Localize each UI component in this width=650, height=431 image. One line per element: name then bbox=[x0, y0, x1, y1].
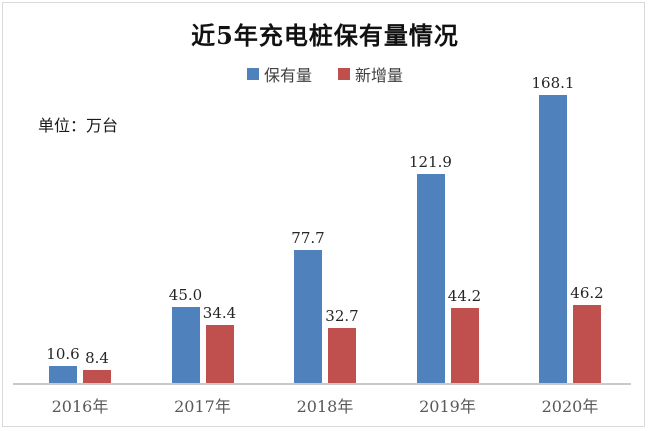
stock-series-swatch-icon bbox=[246, 68, 259, 80]
bar-stock-2018年 bbox=[294, 250, 322, 384]
bar-value-label: 32.7 bbox=[325, 307, 359, 325]
bar-new-2018年 bbox=[328, 328, 356, 384]
bar-value-label: 77.7 bbox=[291, 229, 325, 247]
new-additions-series-swatch-icon bbox=[338, 68, 350, 80]
bar-value-label: 168.1 bbox=[531, 74, 575, 92]
bar-value-label: 46.2 bbox=[570, 284, 604, 302]
bar-stock-2019年 bbox=[416, 174, 445, 384]
bar-value-label: 34.4 bbox=[202, 304, 237, 322]
category-label: 2016年 bbox=[51, 397, 109, 416]
bar-value-label: 8.4 bbox=[85, 349, 109, 367]
bar-new-2019年 bbox=[450, 308, 479, 384]
bar-stock-2017年 bbox=[171, 307, 200, 384]
bar-new-2020年 bbox=[573, 305, 601, 384]
x-axis-line bbox=[13, 383, 631, 385]
bar-stock-2020年 bbox=[539, 95, 567, 384]
unit-label: 单位：万台 bbox=[38, 116, 119, 135]
bar-stock-2016年 bbox=[49, 366, 77, 384]
category-label: 2019年 bbox=[419, 397, 476, 416]
category-label: 2017年 bbox=[174, 397, 231, 416]
bar-value-label: 10.6 bbox=[46, 345, 80, 363]
category-label: 2018年 bbox=[296, 397, 354, 416]
bar-value-label: 45.0 bbox=[168, 286, 203, 304]
bar-new-2017年 bbox=[205, 325, 234, 384]
bar-new-2016年 bbox=[83, 370, 111, 384]
legend-item-new-additions: 新增量 bbox=[338, 62, 403, 86]
legend-label-new-additions: 新增量 bbox=[355, 66, 404, 85]
bar-value-label: 44.2 bbox=[447, 287, 482, 305]
category-label: 2020年 bbox=[541, 397, 599, 416]
legend: 保有量 新增量 bbox=[0, 62, 650, 86]
bar-value-label: 121.9 bbox=[409, 153, 452, 171]
legend-item-stock: 保有量 bbox=[246, 62, 312, 86]
chart-title: 近5年充电桩保有量情况 bbox=[191, 21, 459, 50]
legend-label-stock: 保有量 bbox=[263, 66, 312, 85]
